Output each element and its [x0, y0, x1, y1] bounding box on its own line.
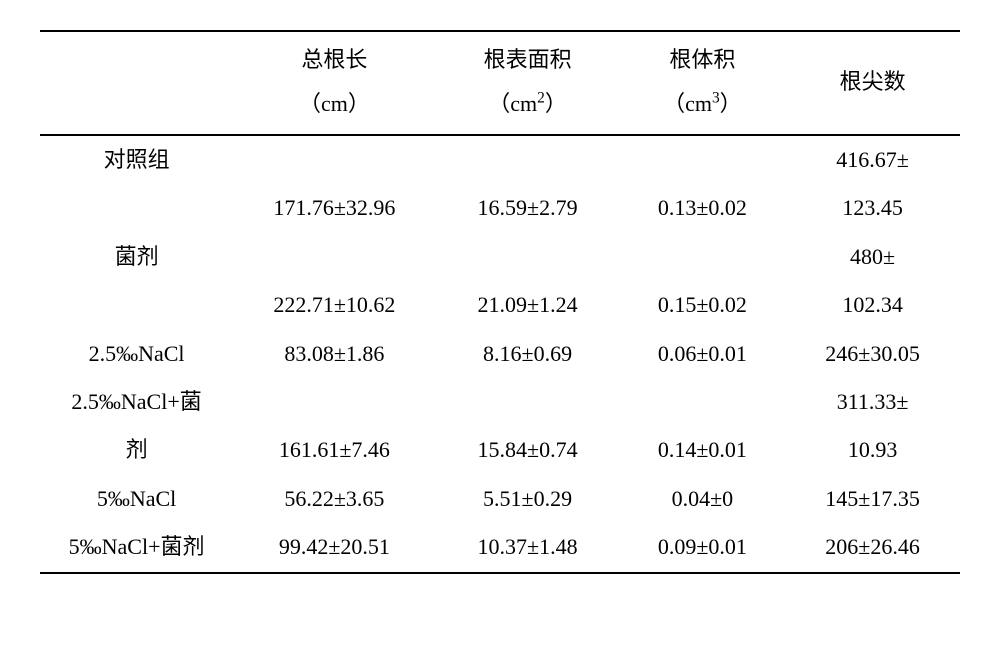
- cell-value: 480±: [785, 233, 960, 281]
- cell-value: 246±30.05: [785, 330, 960, 378]
- root-morphology-table: 总根长 （cm） 根表面积 （cm2） 根体积 （cm3） 根尖数: [40, 30, 960, 574]
- cell-value: 0.04±0: [620, 475, 786, 523]
- cell-value: 123.45: [785, 184, 960, 232]
- cell-value: 0.15±0.02: [620, 281, 786, 329]
- cell-value: 10.37±1.48: [436, 523, 620, 572]
- header-root-volume: 根体积 （cm3）: [620, 31, 786, 135]
- unit-sup: 2: [537, 90, 545, 107]
- unit-suffix: ）: [720, 91, 742, 116]
- cell-value: 99.42±20.51: [233, 523, 435, 572]
- cell-value: 171.76±32.96: [233, 184, 435, 232]
- table-body: 对照组 416.67± 171.76±32.96 16.59±2.79 0.13…: [40, 135, 960, 573]
- cell-value: 0.14±0.01: [620, 426, 786, 474]
- table-row: 5‰NaCl+菌剂 99.42±20.51 10.37±1.48 0.09±0.…: [40, 523, 960, 572]
- cell-value: 145±17.35: [785, 475, 960, 523]
- row-label: 2.5‰NaCl: [40, 330, 233, 378]
- unit-suffix: ）: [545, 91, 567, 116]
- table-row: 5‰NaCl 56.22±3.65 5.51±0.29 0.04±0 145±1…: [40, 475, 960, 523]
- header-text: 根尖数: [840, 69, 906, 94]
- row-label: 剂: [40, 426, 233, 474]
- table-row: 菌剂 480±: [40, 233, 960, 281]
- cell-value: 416.67±: [785, 135, 960, 184]
- header-total-root-length: 总根长 （cm）: [233, 31, 435, 135]
- table-row: 2.5‰NaCl 83.08±1.86 8.16±0.69 0.06±0.01 …: [40, 330, 960, 378]
- cell-value: 56.22±3.65: [233, 475, 435, 523]
- table-row: 2.5‰NaCl+菌 311.33±: [40, 378, 960, 426]
- header-text: 根体积: [624, 38, 782, 82]
- cell-value: 10.93: [785, 426, 960, 474]
- header-blank: [40, 31, 233, 135]
- unit-prefix: （cm: [488, 91, 537, 116]
- cell-value: 21.09±1.24: [436, 281, 620, 329]
- cell-value: 0.06±0.01: [620, 330, 786, 378]
- cell-value: 206±26.46: [785, 523, 960, 572]
- row-label: 对照组: [40, 135, 233, 184]
- cell-value: 15.84±0.74: [436, 426, 620, 474]
- row-label: 5‰NaCl: [40, 475, 233, 523]
- table-row: 171.76±32.96 16.59±2.79 0.13±0.02 123.45: [40, 184, 960, 232]
- header-unit: （cm3）: [624, 82, 782, 126]
- header-root-tip-count: 根尖数: [785, 31, 960, 135]
- table-row: 对照组 416.67±: [40, 135, 960, 184]
- row-label: 5‰NaCl+菌剂: [40, 523, 233, 572]
- table-header: 总根长 （cm） 根表面积 （cm2） 根体积 （cm3） 根尖数: [40, 31, 960, 135]
- table-row: 剂 161.61±7.46 15.84±0.74 0.14±0.01 10.93: [40, 426, 960, 474]
- header-unit: （cm）: [237, 82, 431, 126]
- row-label: 菌剂: [40, 233, 233, 281]
- cell-value: 222.71±10.62: [233, 281, 435, 329]
- header-text: 总根长: [237, 38, 431, 82]
- cell-value: 311.33±: [785, 378, 960, 426]
- table-row: 222.71±10.62 21.09±1.24 0.15±0.02 102.34: [40, 281, 960, 329]
- cell-value: 0.09±0.01: [620, 523, 786, 572]
- cell-value: 0.13±0.02: [620, 184, 786, 232]
- header-unit: （cm2）: [440, 82, 616, 126]
- cell-value: 102.34: [785, 281, 960, 329]
- cell-value: 5.51±0.29: [436, 475, 620, 523]
- unit-prefix: （cm: [663, 91, 712, 116]
- header-root-surface-area: 根表面积 （cm2）: [436, 31, 620, 135]
- cell-value: 16.59±2.79: [436, 184, 620, 232]
- cell-value: 161.61±7.46: [233, 426, 435, 474]
- unit-sup: 3: [712, 90, 720, 107]
- header-text: 根表面积: [440, 38, 616, 82]
- cell-value: 83.08±1.86: [233, 330, 435, 378]
- row-label: 2.5‰NaCl+菌: [40, 378, 233, 426]
- cell-value: 8.16±0.69: [436, 330, 620, 378]
